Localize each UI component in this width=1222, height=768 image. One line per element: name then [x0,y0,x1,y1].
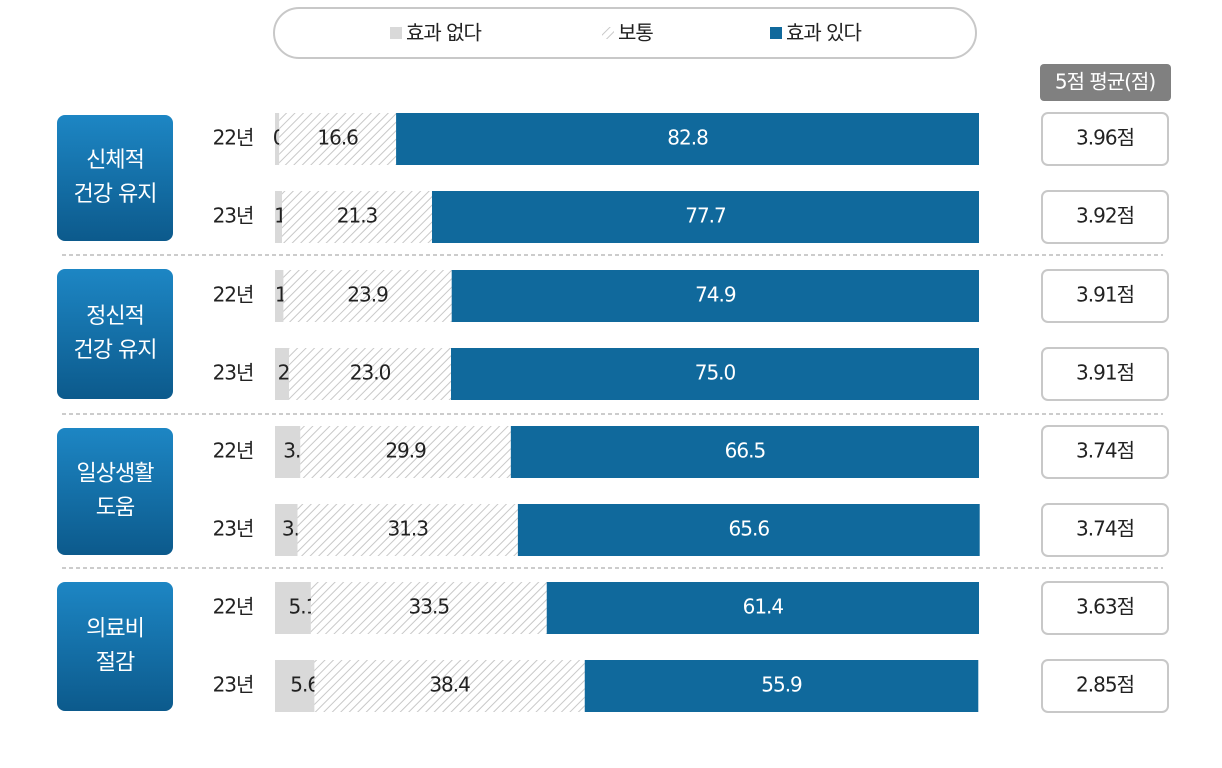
legend-swatch [390,27,402,39]
score-box [1041,503,1169,557]
bar-segment [275,660,315,712]
bar-segment [517,504,980,556]
legend-swatch [770,27,782,39]
score-label: 3.91점 [1076,283,1134,307]
bar-segment [510,426,979,478]
value-label: 16.6 [317,126,358,150]
year-label: 23년 [213,204,254,228]
group-label: 건강 유지 [74,338,157,363]
value-label: 66.5 [725,439,766,463]
score-box [1041,269,1169,323]
score-label: 3.74점 [1076,439,1134,463]
bar-segment [314,660,585,712]
value-label: 65.6 [729,517,770,541]
group-label: 절감 [96,651,135,676]
bar-segment [275,270,284,322]
value-label: 23.0 [350,361,391,385]
bar-segment [451,270,980,322]
value-label: 29.9 [385,439,426,463]
score-box [1041,112,1169,166]
value-label: 74.9 [695,283,736,307]
group-label: 건강 유지 [74,182,157,207]
group-label: 의료비 [86,617,144,642]
bar-segment [275,504,298,556]
year-label: 22년 [213,283,254,307]
score-box [1041,581,1169,635]
value-label: 61.4 [743,595,784,619]
group-box [57,428,173,555]
bar-segment [584,660,979,712]
score-label: 3.91점 [1076,361,1134,385]
group-label: 정신적 [86,304,144,329]
bar-segment [451,348,979,400]
bar-segment [546,582,979,634]
legend-label: 보통 [618,21,653,45]
score-label: 3.74점 [1076,517,1134,541]
year-label: 23년 [213,673,254,697]
score-box [1041,190,1169,244]
bar-segment [275,191,283,243]
group-label: 도움 [96,496,135,521]
value-label: 82.8 [667,126,708,150]
legend-box [273,7,977,59]
year-label: 22년 [213,595,254,619]
year-label: 22년 [213,126,254,150]
score-box [1041,425,1169,479]
legend-swatch [602,27,614,39]
bar-segment [283,270,452,322]
value-label: 31.3 [387,517,428,541]
score-label: 2.85점 [1076,673,1134,697]
bar-segment [275,348,290,400]
bar-segment [275,113,280,165]
year-label: 22년 [213,439,254,463]
score-box [1041,347,1169,401]
score-box [1041,659,1169,713]
bar-segment [310,582,547,634]
bar-segment [396,113,979,165]
legend-label: 효과 없다 [406,21,482,45]
year-label: 23년 [213,517,254,541]
group-box [57,115,173,241]
value-label: 75.0 [695,361,736,385]
value-label: 38.4 [429,673,470,697]
value-label: 23.9 [347,283,388,307]
group-label: 신체적 [86,148,144,173]
value-label: 77.7 [685,204,726,228]
bar-segment [289,348,451,400]
score-header: 5점 평균(점) [1055,70,1155,94]
score-label: 3.92점 [1076,204,1134,228]
score-label: 3.63점 [1076,595,1134,619]
bar-segment [279,113,397,165]
bar-segment [431,191,979,243]
bar-segment [275,582,311,634]
score-label: 3.96점 [1076,126,1134,150]
bar-segment [297,504,518,556]
bar-segment [300,426,511,478]
legend-label: 효과 있다 [786,21,862,45]
group-box [57,269,173,399]
score-header-box [1040,64,1171,101]
value-label: 55.9 [761,673,802,697]
value-label: 21.3 [337,204,378,228]
value-label: 33.5 [409,595,450,619]
bar-segment [282,191,432,243]
bar-segment [275,426,301,478]
group-label: 일상생활 [77,462,155,487]
group-box [57,582,173,711]
year-label: 23년 [213,361,254,385]
